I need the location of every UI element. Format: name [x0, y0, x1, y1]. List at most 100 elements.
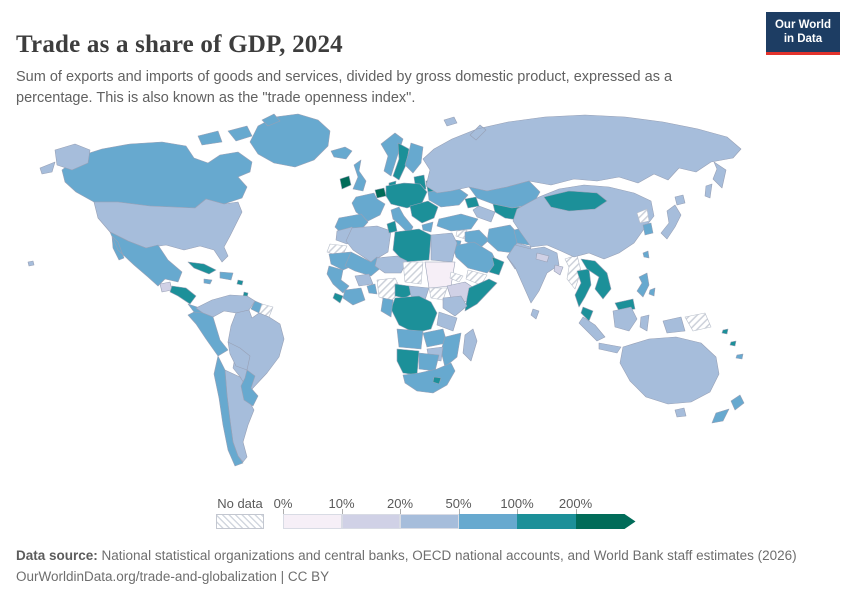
country-saudi-arabia[interactable] [452, 241, 498, 274]
country-paraguay-uruguay[interactable] [240, 369, 259, 407]
country-senegal-guinea[interactable] [326, 265, 350, 294]
country-philippines[interactable] [636, 272, 656, 298]
country-botswana[interactable] [418, 352, 440, 372]
country-namibia[interactable] [396, 348, 420, 376]
owid-logo[interactable]: Our World in Data [765, 12, 840, 55]
country-peru-ecuador[interactable] [187, 311, 229, 357]
legend-tick [458, 509, 460, 514]
country-chile[interactable] [213, 355, 244, 467]
owid-logo-line2: in Data [783, 33, 823, 46]
country-tunisia[interactable] [386, 220, 398, 234]
country-lesotho[interactable] [432, 376, 442, 385]
country-kazakhstan[interactable] [468, 180, 541, 209]
country-mongolia[interactable] [543, 190, 608, 212]
country-solomon-vanuatu[interactable] [721, 328, 737, 347]
country-vietnam-laos-cambodia[interactable] [580, 258, 612, 300]
country-indonesia[interactable] [578, 306, 686, 354]
country-united-kingdom[interactable] [352, 159, 367, 192]
country-india[interactable] [506, 244, 560, 304]
country-iceland[interactable] [330, 146, 353, 160]
country-papua-new-guinea[interactable] [684, 312, 712, 332]
country-australia[interactable] [619, 336, 720, 418]
country-hawaii[interactable] [27, 260, 35, 267]
country-oman[interactable] [488, 256, 505, 276]
country-north-korea[interactable] [636, 208, 650, 224]
legend-tick [517, 509, 518, 514]
country-uganda-kenya[interactable] [442, 295, 468, 317]
legend-bin-3[interactable] [458, 514, 517, 529]
data-source-text: National statistical organizations and c… [97, 548, 797, 563]
country-mexico[interactable] [109, 231, 183, 287]
country-honduras-nicaragua[interactable] [169, 285, 197, 305]
country-new-zealand[interactable] [711, 394, 745, 424]
legend-no-data-swatch[interactable] [216, 514, 264, 529]
country-libya[interactable] [392, 228, 432, 263]
owid-link[interactable]: OurWorldinData.org/trade-and-globalizati… [16, 569, 330, 584]
country-egypt[interactable] [430, 232, 458, 263]
country-canada[interactable] [61, 113, 281, 209]
country-greece[interactable] [421, 221, 434, 233]
legend-tick [283, 509, 284, 514]
country-chad[interactable] [402, 261, 424, 285]
legend-tick-label-1: 10% [328, 496, 355, 511]
country-mali[interactable] [344, 251, 384, 277]
legend-bin-4[interactable] [517, 514, 576, 529]
world-map-container [0, 100, 850, 490]
country-ivory-coast-ghana[interactable] [342, 287, 366, 306]
country-alaska[interactable] [39, 143, 91, 175]
country-finland[interactable] [404, 142, 424, 174]
country-eritrea[interactable] [449, 271, 464, 283]
country-turkmenistan[interactable] [472, 205, 496, 223]
legend-tick [400, 509, 401, 514]
owid-logo-line1: Our World [774, 19, 831, 31]
country-benin-togo[interactable] [366, 283, 378, 295]
country-sweden[interactable] [392, 142, 410, 181]
legend-tick-label-0: 0% [273, 496, 293, 511]
country-balkans[interactable] [409, 200, 439, 224]
legend-bin-5[interactable] [576, 514, 636, 529]
legend-tick-label-5: 200% [558, 496, 593, 511]
country-madagascar[interactable] [462, 328, 478, 362]
country-bangladesh[interactable] [553, 264, 564, 276]
legend-tick-label-4: 100% [500, 496, 534, 511]
legend-tick [341, 509, 343, 514]
country-norway[interactable] [380, 132, 404, 177]
country-drc[interactable] [390, 295, 438, 334]
country-benelux[interactable] [374, 187, 387, 199]
country-hispaniola[interactable] [219, 271, 234, 281]
country-turkey[interactable] [436, 213, 479, 232]
legend-bin-1[interactable] [341, 514, 400, 529]
country-algeria[interactable] [345, 225, 392, 263]
country-angola[interactable] [396, 328, 424, 350]
data-source-line: Data source: National statistical organi… [16, 545, 797, 566]
link-line: OurWorldinData.org/trade-and-globalizati… [16, 566, 797, 587]
chart-footer: Data source: National statistical organi… [16, 545, 797, 587]
country-south-korea[interactable] [642, 222, 654, 236]
country-gabon-congo[interactable] [380, 297, 394, 318]
country-japan[interactable] [660, 194, 686, 240]
legend-bin-2[interactable] [400, 514, 459, 529]
country-ireland[interactable] [339, 175, 352, 190]
country-thailand[interactable] [574, 268, 592, 308]
country-south-africa[interactable] [402, 362, 456, 394]
country-nepal[interactable] [535, 252, 550, 263]
country-russia[interactable] [422, 114, 742, 199]
country-greenland[interactable] [249, 113, 331, 168]
country-taiwan[interactable] [642, 250, 650, 259]
legend-bin-0[interactable] [283, 514, 342, 529]
country-burkina-faso[interactable] [354, 273, 374, 287]
country-somalia[interactable] [464, 278, 498, 312]
world-map [27, 113, 745, 467]
legend-tick [575, 509, 577, 514]
legend-tick-label-3: 50% [445, 496, 472, 511]
country-new-caledonia-fiji[interactable] [735, 353, 744, 360]
country-niger[interactable] [374, 255, 408, 274]
country-svalbard[interactable] [443, 116, 458, 127]
country-cuba[interactable] [187, 261, 217, 275]
country-tanzania[interactable] [436, 311, 458, 332]
country-jamaica[interactable] [203, 278, 213, 285]
country-sri-lanka[interactable] [530, 308, 540, 320]
country-caucasus[interactable] [464, 196, 480, 209]
data-source-label: Data source: [16, 548, 98, 563]
country-liberia[interactable] [332, 292, 344, 304]
